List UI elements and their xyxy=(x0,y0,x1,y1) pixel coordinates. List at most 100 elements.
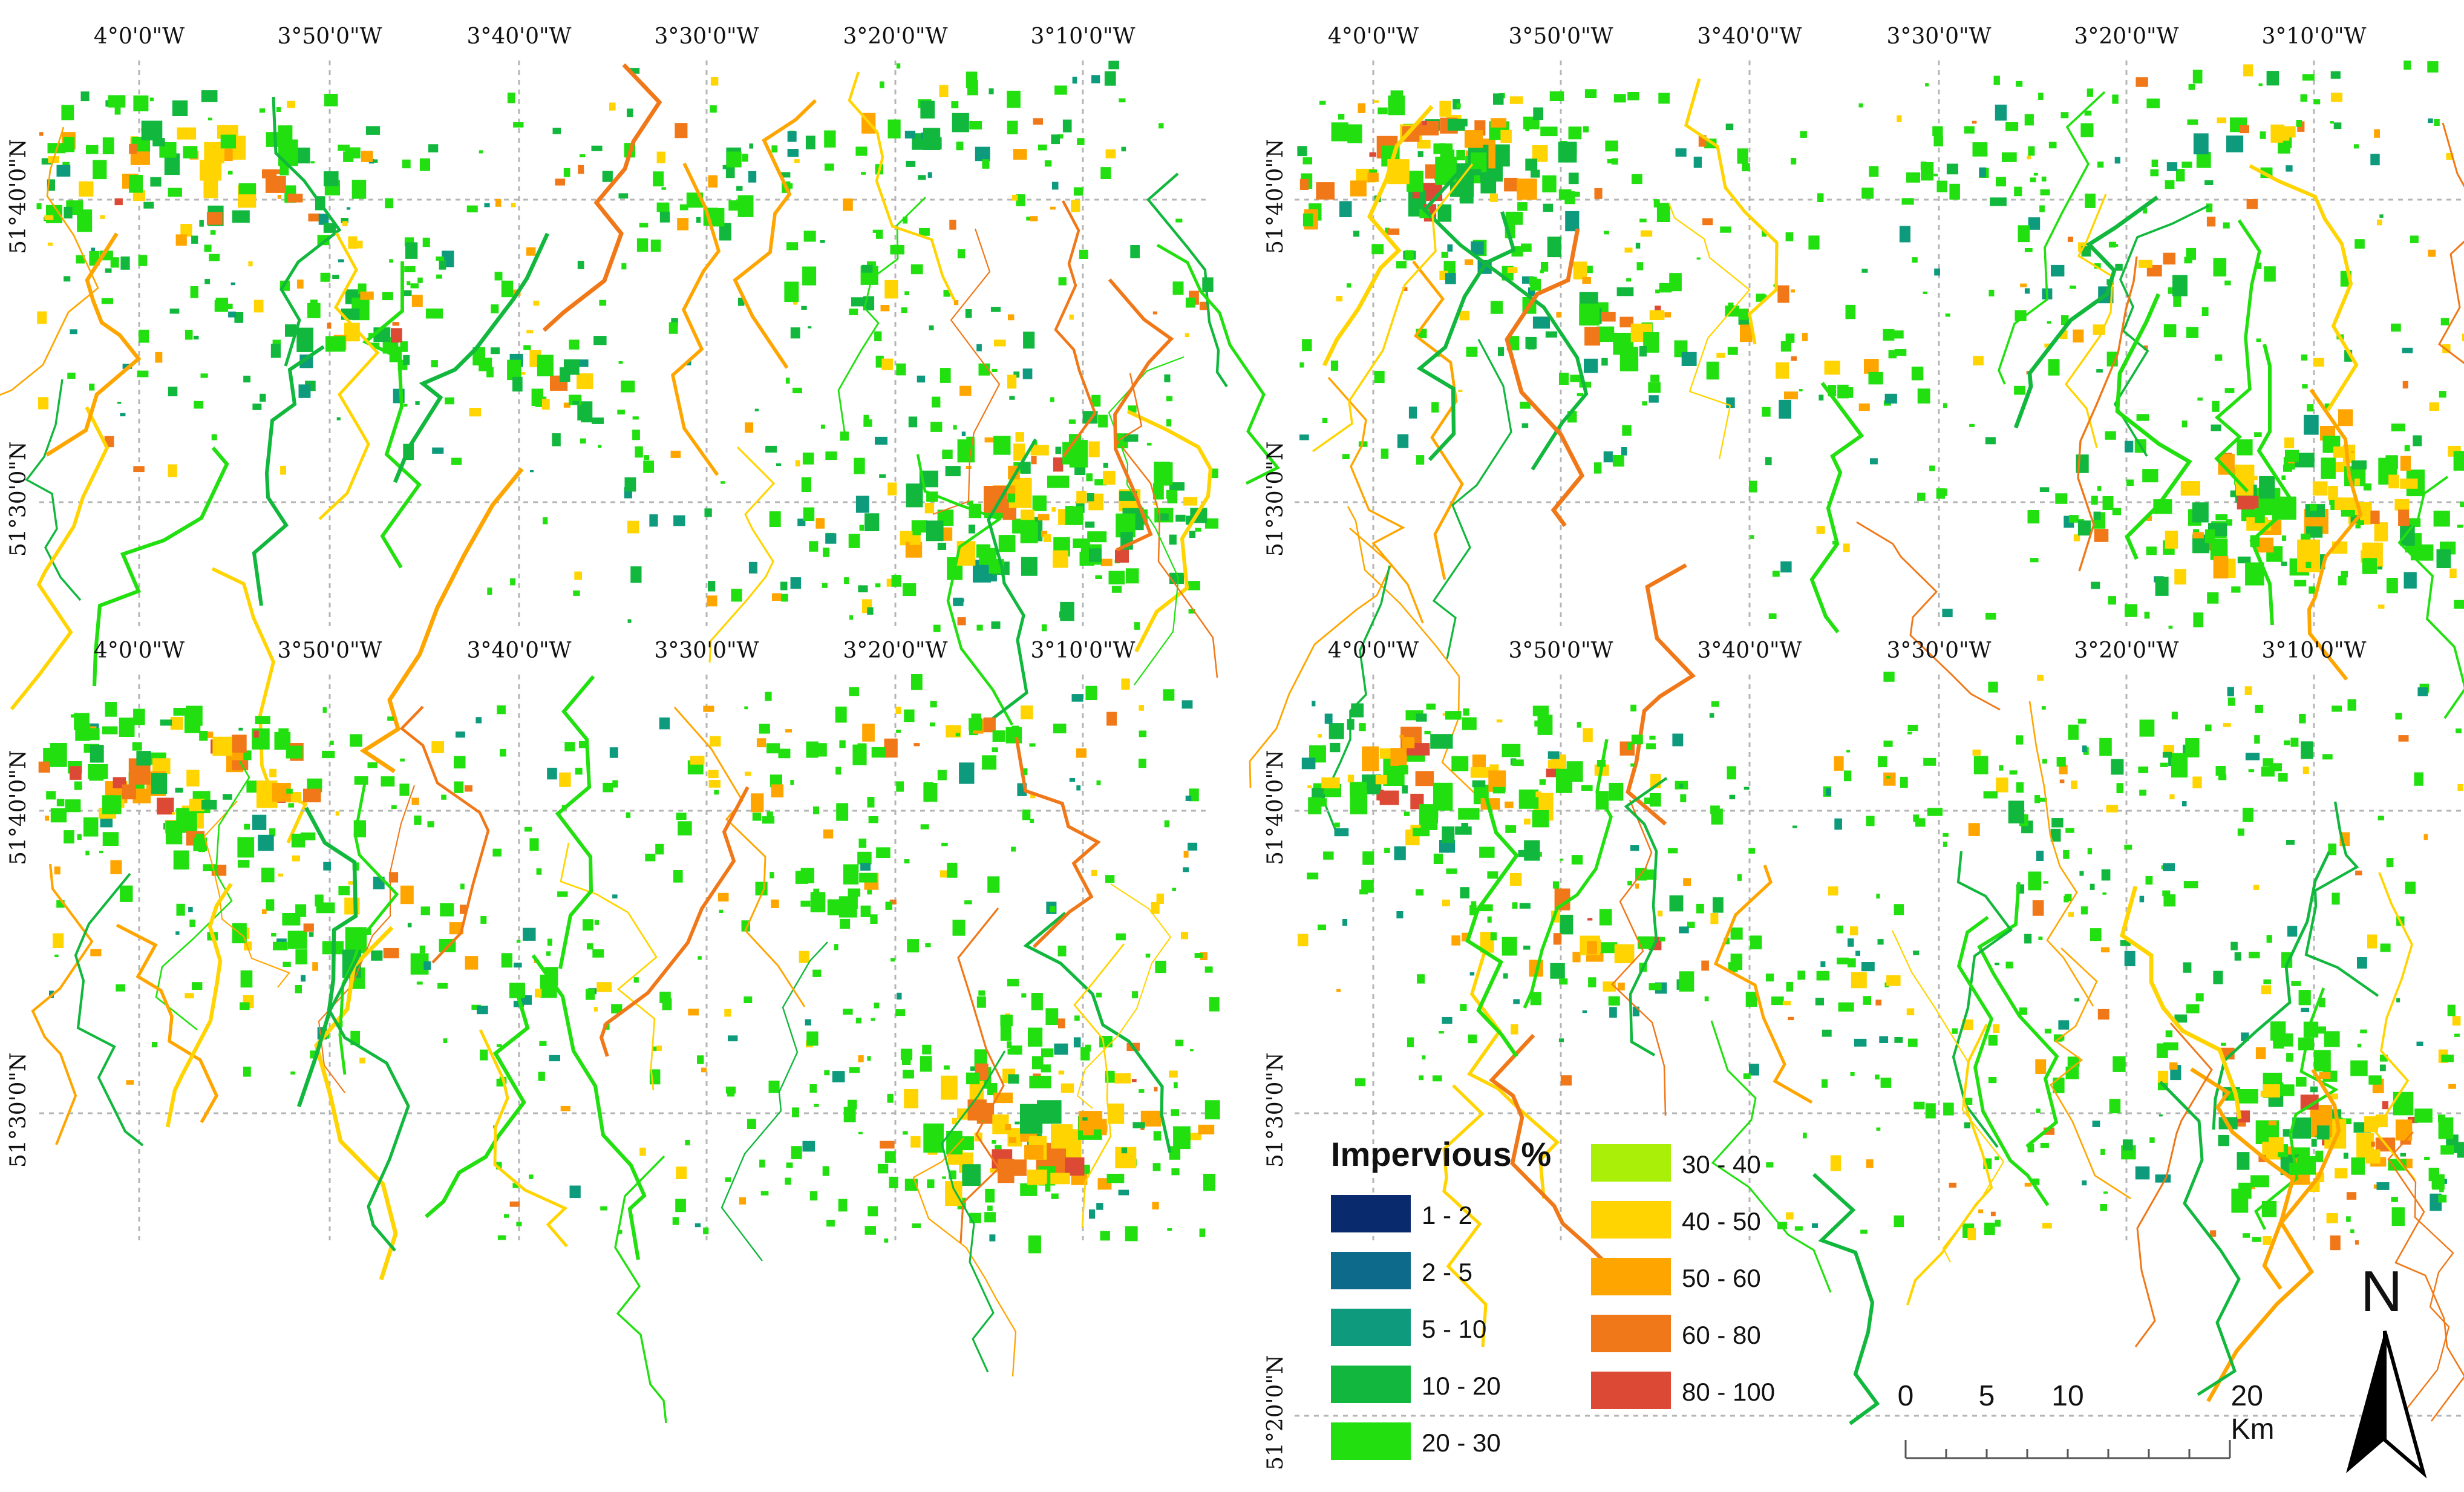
road-line xyxy=(555,675,595,969)
impervious-cell xyxy=(2245,753,2260,761)
impervious-cell xyxy=(1817,193,1824,202)
north-arrow-icon xyxy=(2346,1330,2427,1479)
impervious-cell xyxy=(1846,750,1851,753)
impervious-cell xyxy=(530,470,534,473)
impervious-cell xyxy=(1687,921,1695,928)
impervious-cell xyxy=(826,1220,835,1227)
impervious-cell xyxy=(1880,1078,1892,1088)
impervious-cell xyxy=(725,165,735,178)
impervious-cell xyxy=(1189,531,1196,538)
impervious-cell xyxy=(978,990,985,996)
impervious-cell xyxy=(1112,586,1122,593)
impervious-cell xyxy=(1437,204,1452,222)
impervious-cell xyxy=(323,862,332,871)
impervious-cell xyxy=(2326,1213,2338,1223)
impervious-cell xyxy=(1362,754,1376,762)
impervious-cell xyxy=(940,368,951,383)
impervious-cell xyxy=(1936,180,1947,192)
impervious-cell xyxy=(1925,83,1929,87)
impervious-cell xyxy=(2124,950,2136,966)
impervious-cell xyxy=(1640,230,1653,237)
impervious-cell xyxy=(2028,146,2035,156)
impervious-cell xyxy=(1894,904,1904,915)
impervious-cell xyxy=(1601,358,1608,366)
impervious-cell xyxy=(2218,774,2227,780)
impervious-cell xyxy=(874,1003,880,1009)
impervious-cell xyxy=(2016,735,2024,745)
impervious-cell xyxy=(342,221,348,226)
impervious-cell xyxy=(317,235,330,246)
impervious-cell xyxy=(1681,352,1697,366)
impervious-cell xyxy=(2286,1053,2293,1062)
road-line xyxy=(614,1155,667,1424)
impervious-cell xyxy=(427,821,434,828)
impervious-cell xyxy=(577,261,584,269)
impervious-cell xyxy=(1302,339,1312,352)
impervious-cell xyxy=(1463,708,1469,716)
impervious-cell xyxy=(1156,893,1164,904)
impervious-cell xyxy=(351,180,367,199)
impervious-cell xyxy=(1194,953,1203,958)
impervious-cell xyxy=(1050,206,1056,210)
scale-label-20: 20 Km xyxy=(2230,1380,2275,1445)
impervious-cell xyxy=(1416,455,1425,465)
impervious-cell xyxy=(318,214,329,225)
impervious-cell xyxy=(2361,554,2365,558)
road-line xyxy=(1108,278,1174,552)
impervious-cell xyxy=(359,1058,365,1064)
impervious-cell xyxy=(881,358,893,370)
impervious-cell xyxy=(497,705,506,715)
impervious-cell xyxy=(952,113,969,133)
impervious-cell xyxy=(2073,534,2080,542)
impervious-cell xyxy=(781,594,788,602)
impervious-cell xyxy=(1390,748,1407,766)
impervious-cell xyxy=(168,387,178,396)
impervious-cell xyxy=(533,300,540,306)
impervious-cell xyxy=(1422,1055,1426,1060)
impervious-cell xyxy=(1199,1228,1206,1237)
impervious-cell xyxy=(594,920,600,925)
impervious-cell xyxy=(277,195,281,199)
impervious-cell xyxy=(930,422,943,432)
impervious-cell xyxy=(904,859,910,864)
lat-tick-label: 51°20'0"N xyxy=(1263,1355,1288,1470)
legend-swatch xyxy=(1331,1366,1411,1403)
impervious-cell xyxy=(1927,808,1943,816)
impervious-cell xyxy=(884,280,898,299)
impervious-cell xyxy=(2324,1031,2340,1047)
impervious-cell xyxy=(425,308,443,319)
impervious-cell xyxy=(361,151,373,162)
impervious-cell xyxy=(1022,368,1033,379)
impervious-cell xyxy=(1710,913,1719,924)
impervious-cell xyxy=(2064,894,2072,901)
impervious-cell xyxy=(1760,294,1767,298)
impervious-cell xyxy=(1047,476,1070,488)
impervious-cell xyxy=(1169,534,1177,545)
road-line xyxy=(318,785,415,1093)
impervious-cell xyxy=(1669,895,1684,912)
impervious-cell xyxy=(1492,787,1505,794)
impervious-cell xyxy=(2370,154,2380,166)
impervious-cell xyxy=(868,816,878,823)
impervious-cell xyxy=(2016,80,2023,87)
legend-item: 5 - 10 xyxy=(1331,1309,1585,1346)
impervious-cell xyxy=(1307,872,1319,880)
impervious-cell xyxy=(922,1044,932,1055)
impervious-cell xyxy=(2363,483,2372,491)
impervious-cell xyxy=(1648,382,1661,393)
impervious-cell xyxy=(1541,262,1549,272)
impervious-cell xyxy=(155,352,163,363)
impervious-cell xyxy=(168,464,177,477)
impervious-cell xyxy=(1496,719,1503,723)
impervious-cell xyxy=(38,761,50,773)
impervious-cell xyxy=(273,941,288,950)
road-line xyxy=(1956,915,2050,1206)
impervious-cell xyxy=(2215,766,2226,776)
impervious-cell xyxy=(609,102,616,111)
impervious-cell xyxy=(1050,397,1054,402)
impervious-cell xyxy=(975,146,990,162)
impervious-cell xyxy=(2136,77,2148,87)
impervious-cell xyxy=(1169,1146,1181,1160)
impervious-cell xyxy=(1199,301,1209,310)
impervious-cell xyxy=(1816,526,1825,534)
